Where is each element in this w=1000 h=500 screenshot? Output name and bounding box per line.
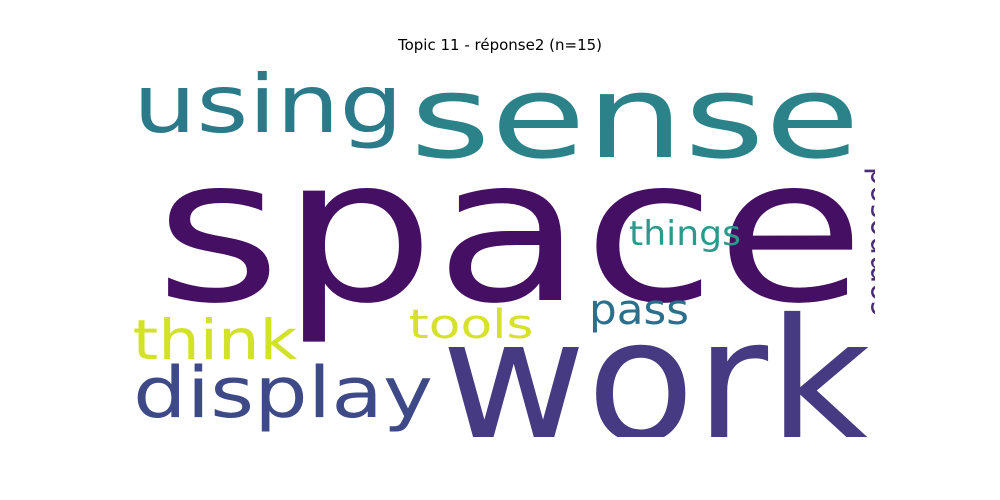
- word-cloud-canvas: space work sense using display think thi…: [133, 62, 876, 437]
- word-work: work: [441, 283, 871, 437]
- figure-title: Topic 11 - réponse2 (n=15): [397, 36, 603, 54]
- word-sense: sense: [410, 62, 860, 185]
- word-tools: tools: [409, 302, 534, 348]
- word-pass: pass: [589, 285, 689, 334]
- word-cloud: space work sense using display think thi…: [125, 62, 875, 437]
- word-think: think: [133, 308, 298, 372]
- word-space: space: [155, 115, 865, 348]
- word-things: things: [629, 214, 741, 254]
- word-using: using: [133, 62, 403, 151]
- word-display: display: [133, 352, 433, 434]
- word-composed: composed: [859, 167, 875, 317]
